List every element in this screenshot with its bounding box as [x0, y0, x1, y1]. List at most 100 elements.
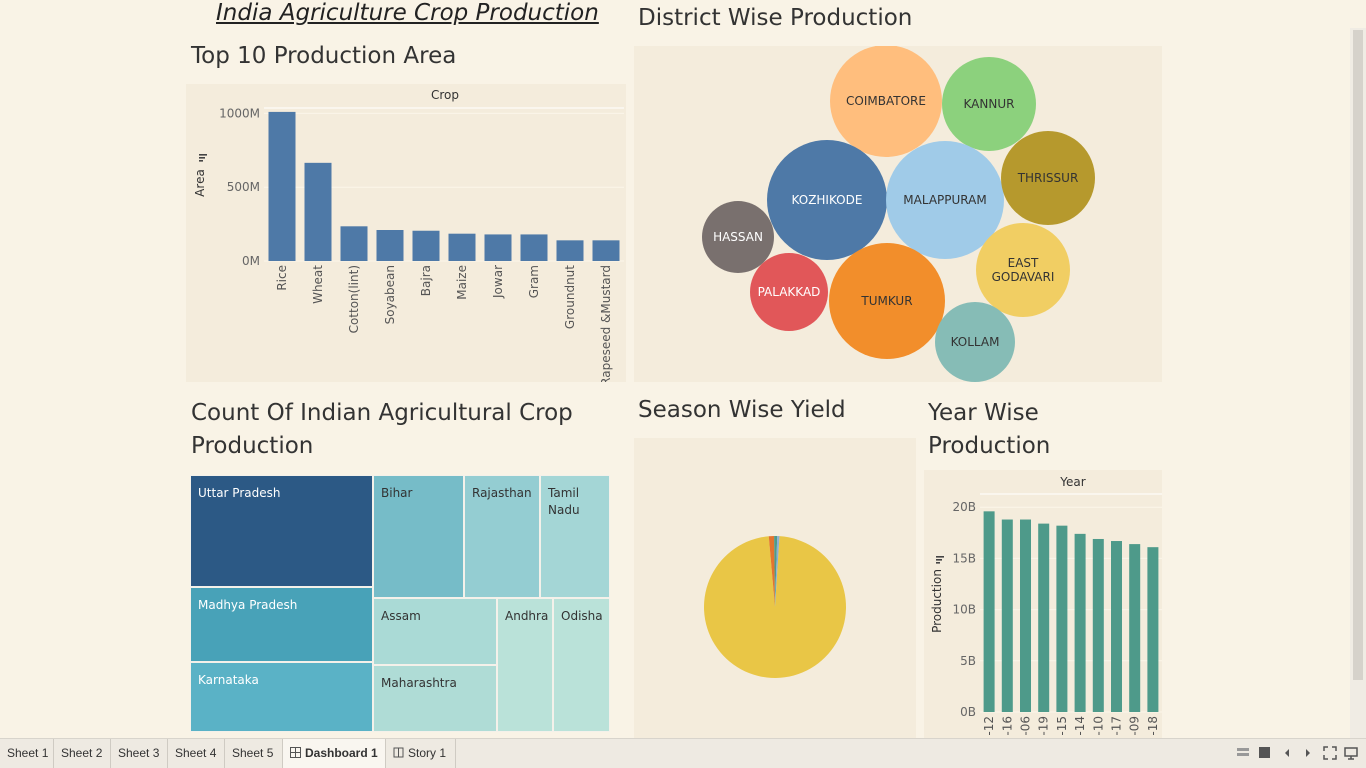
- single-view-icon[interactable]: [1258, 746, 1272, 763]
- bar[interactable]: [1129, 544, 1141, 712]
- x-tick-label: -15: [1055, 716, 1069, 736]
- bubble-circle[interactable]: [830, 45, 942, 157]
- bubble-circle[interactable]: [886, 141, 1004, 259]
- season-chart-panel[interactable]: [634, 438, 916, 738]
- y-axis-label: Production: [930, 569, 944, 633]
- y-tick-label: 0B: [960, 705, 976, 719]
- treemap-cell[interactable]: Uttar Pradesh: [190, 475, 373, 587]
- tab-dashboard-1[interactable]: Dashboard 1: [283, 739, 386, 768]
- x-tick-label: -10: [1091, 716, 1105, 736]
- bubble-circle[interactable]: [750, 253, 828, 331]
- district-bubble[interactable]: KOLLAM: [935, 302, 1015, 382]
- x-tick-label: Soyabean: [383, 265, 397, 324]
- bar[interactable]: [304, 162, 332, 261]
- bar[interactable]: [1092, 538, 1104, 712]
- district-bubble[interactable]: COIMBATORE: [830, 45, 942, 157]
- scrollbar-thumb[interactable]: [1353, 30, 1363, 680]
- x-tick-label: -17: [1110, 716, 1124, 736]
- tab-story-1[interactable]: Story 1: [386, 739, 456, 768]
- bar[interactable]: [484, 234, 512, 261]
- bar[interactable]: [1056, 525, 1068, 712]
- tab-sheet-4[interactable]: Sheet 4: [168, 739, 225, 768]
- bar[interactable]: [376, 230, 404, 261]
- treemap-cell[interactable]: Maharashtra: [373, 665, 497, 732]
- bubble-circle[interactable]: [767, 140, 887, 260]
- grid-view-icon[interactable]: [1236, 746, 1250, 763]
- season-pie-chart[interactable]: [634, 438, 916, 738]
- district-bubble-chart[interactable]: COIMBATORE KANNUR KOZHIKODE MALAPPURAM THRIS…: [634, 45, 1162, 382]
- bar[interactable]: [1111, 541, 1122, 712]
- chart-header: Crop: [431, 88, 459, 102]
- x-tick-label: -16: [1000, 716, 1014, 736]
- bubble-circle[interactable]: [935, 302, 1015, 382]
- treemap-cell-label: Maharashtra: [381, 676, 457, 690]
- bubble-circle[interactable]: [1001, 131, 1095, 225]
- bubble-circle[interactable]: [702, 201, 774, 273]
- bar[interactable]: [556, 240, 584, 261]
- bar[interactable]: [1001, 519, 1013, 712]
- vertical-scrollbar[interactable]: [1350, 28, 1366, 738]
- presentation-icon[interactable]: [1344, 746, 1358, 763]
- y-tick-label: 0M: [242, 254, 260, 268]
- x-tick-label: Maize: [455, 265, 469, 300]
- next-sheet-icon[interactable]: [1303, 746, 1313, 763]
- bar[interactable]: [412, 230, 440, 261]
- treemap-cell[interactable]: Andhra: [497, 598, 553, 732]
- bar[interactable]: [1038, 523, 1050, 712]
- treemap-cell[interactable]: Assam: [373, 598, 497, 665]
- bar[interactable]: [1020, 519, 1031, 712]
- tab-sheet-5[interactable]: Sheet 5: [225, 739, 283, 768]
- y-tick-label: 5B: [960, 654, 976, 668]
- district-chart-panel[interactable]: COIMBATORE KANNUR KOZHIKODE MALAPPURAM THRIS…: [634, 45, 1162, 382]
- treemap-cell[interactable]: Rajasthan: [464, 475, 540, 598]
- tab-sheet-3[interactable]: Sheet 3: [111, 739, 168, 768]
- district-bubble[interactable]: PALAKKAD: [750, 253, 828, 331]
- district-bubble[interactable]: KOZHIKODE: [767, 140, 887, 260]
- pie-slice[interactable]: [775, 536, 780, 607]
- dashboard-title: India Agriculture Crop Production: [216, 0, 599, 26]
- bubble-circle[interactable]: [829, 243, 945, 359]
- prev-sheet-icon[interactable]: [1282, 746, 1292, 763]
- treemap-cell-label: Assam: [381, 609, 421, 623]
- bar[interactable]: [448, 233, 476, 261]
- tab-sheet-2[interactable]: Sheet 2: [54, 739, 111, 768]
- season-title: Season Wise Yield: [638, 397, 846, 423]
- district-bubble[interactable]: TUMKUR: [829, 243, 945, 359]
- x-tick-label: -09: [1128, 716, 1142, 736]
- treemap-cell-label: Karnataka: [198, 673, 259, 687]
- tab-label: Sheet 5: [232, 746, 274, 760]
- state-treemap[interactable]: Uttar Pradesh Madhya Pradesh Karnataka Biha…: [190, 475, 610, 732]
- top10-chart-panel[interactable]: Crop 0M 500M 1000M Area Rice Wheat Cotton(lint)…: [186, 84, 626, 386]
- bubble-circle[interactable]: [976, 223, 1070, 317]
- district-bubble[interactable]: MALAPPURAM: [886, 141, 1004, 259]
- year-chart-panel[interactable]: Year 0B 5B 10B 15B 20B Production -12 -16 -06 -19-…: [924, 470, 1162, 738]
- sort-icon[interactable]: [199, 154, 207, 162]
- treemap-cell-label: Rajasthan: [472, 486, 532, 500]
- treemap-cell[interactable]: Karnataka: [190, 662, 373, 732]
- treemap-cell[interactable]: Odisha: [553, 598, 610, 732]
- district-bubble[interactable]: HASSAN: [702, 201, 774, 273]
- pie-slice[interactable]: [768, 536, 775, 607]
- treemap-cell[interactable]: Madhya Pradesh: [190, 587, 373, 662]
- bar[interactable]: [592, 240, 620, 261]
- bar[interactable]: [520, 234, 548, 261]
- bar[interactable]: [983, 511, 995, 712]
- fit-icon[interactable]: [1323, 746, 1337, 763]
- district-bubble[interactable]: THRISSUR: [1001, 131, 1095, 225]
- bar[interactable]: [1074, 533, 1086, 712]
- district-bubble[interactable]: KANNUR: [942, 57, 1036, 151]
- sort-icon[interactable]: [936, 556, 944, 564]
- treemap-cell[interactable]: Tamil Nadu: [540, 475, 610, 598]
- bar[interactable]: [340, 226, 368, 261]
- pie-slice[interactable]: [774, 536, 778, 607]
- bar[interactable]: [1147, 547, 1159, 712]
- bubble-circle[interactable]: [942, 57, 1036, 151]
- treemap-cell[interactable]: Bihar: [373, 475, 464, 598]
- top10-bar-chart[interactable]: Crop 0M 500M 1000M Area Rice Wheat Cotton(lint)…: [186, 84, 626, 386]
- chart-header: Year: [1059, 475, 1085, 489]
- tab-sheet-1[interactable]: Sheet 1: [0, 739, 54, 768]
- bar[interactable]: [268, 111, 296, 262]
- pie-slice[interactable]: [704, 536, 846, 678]
